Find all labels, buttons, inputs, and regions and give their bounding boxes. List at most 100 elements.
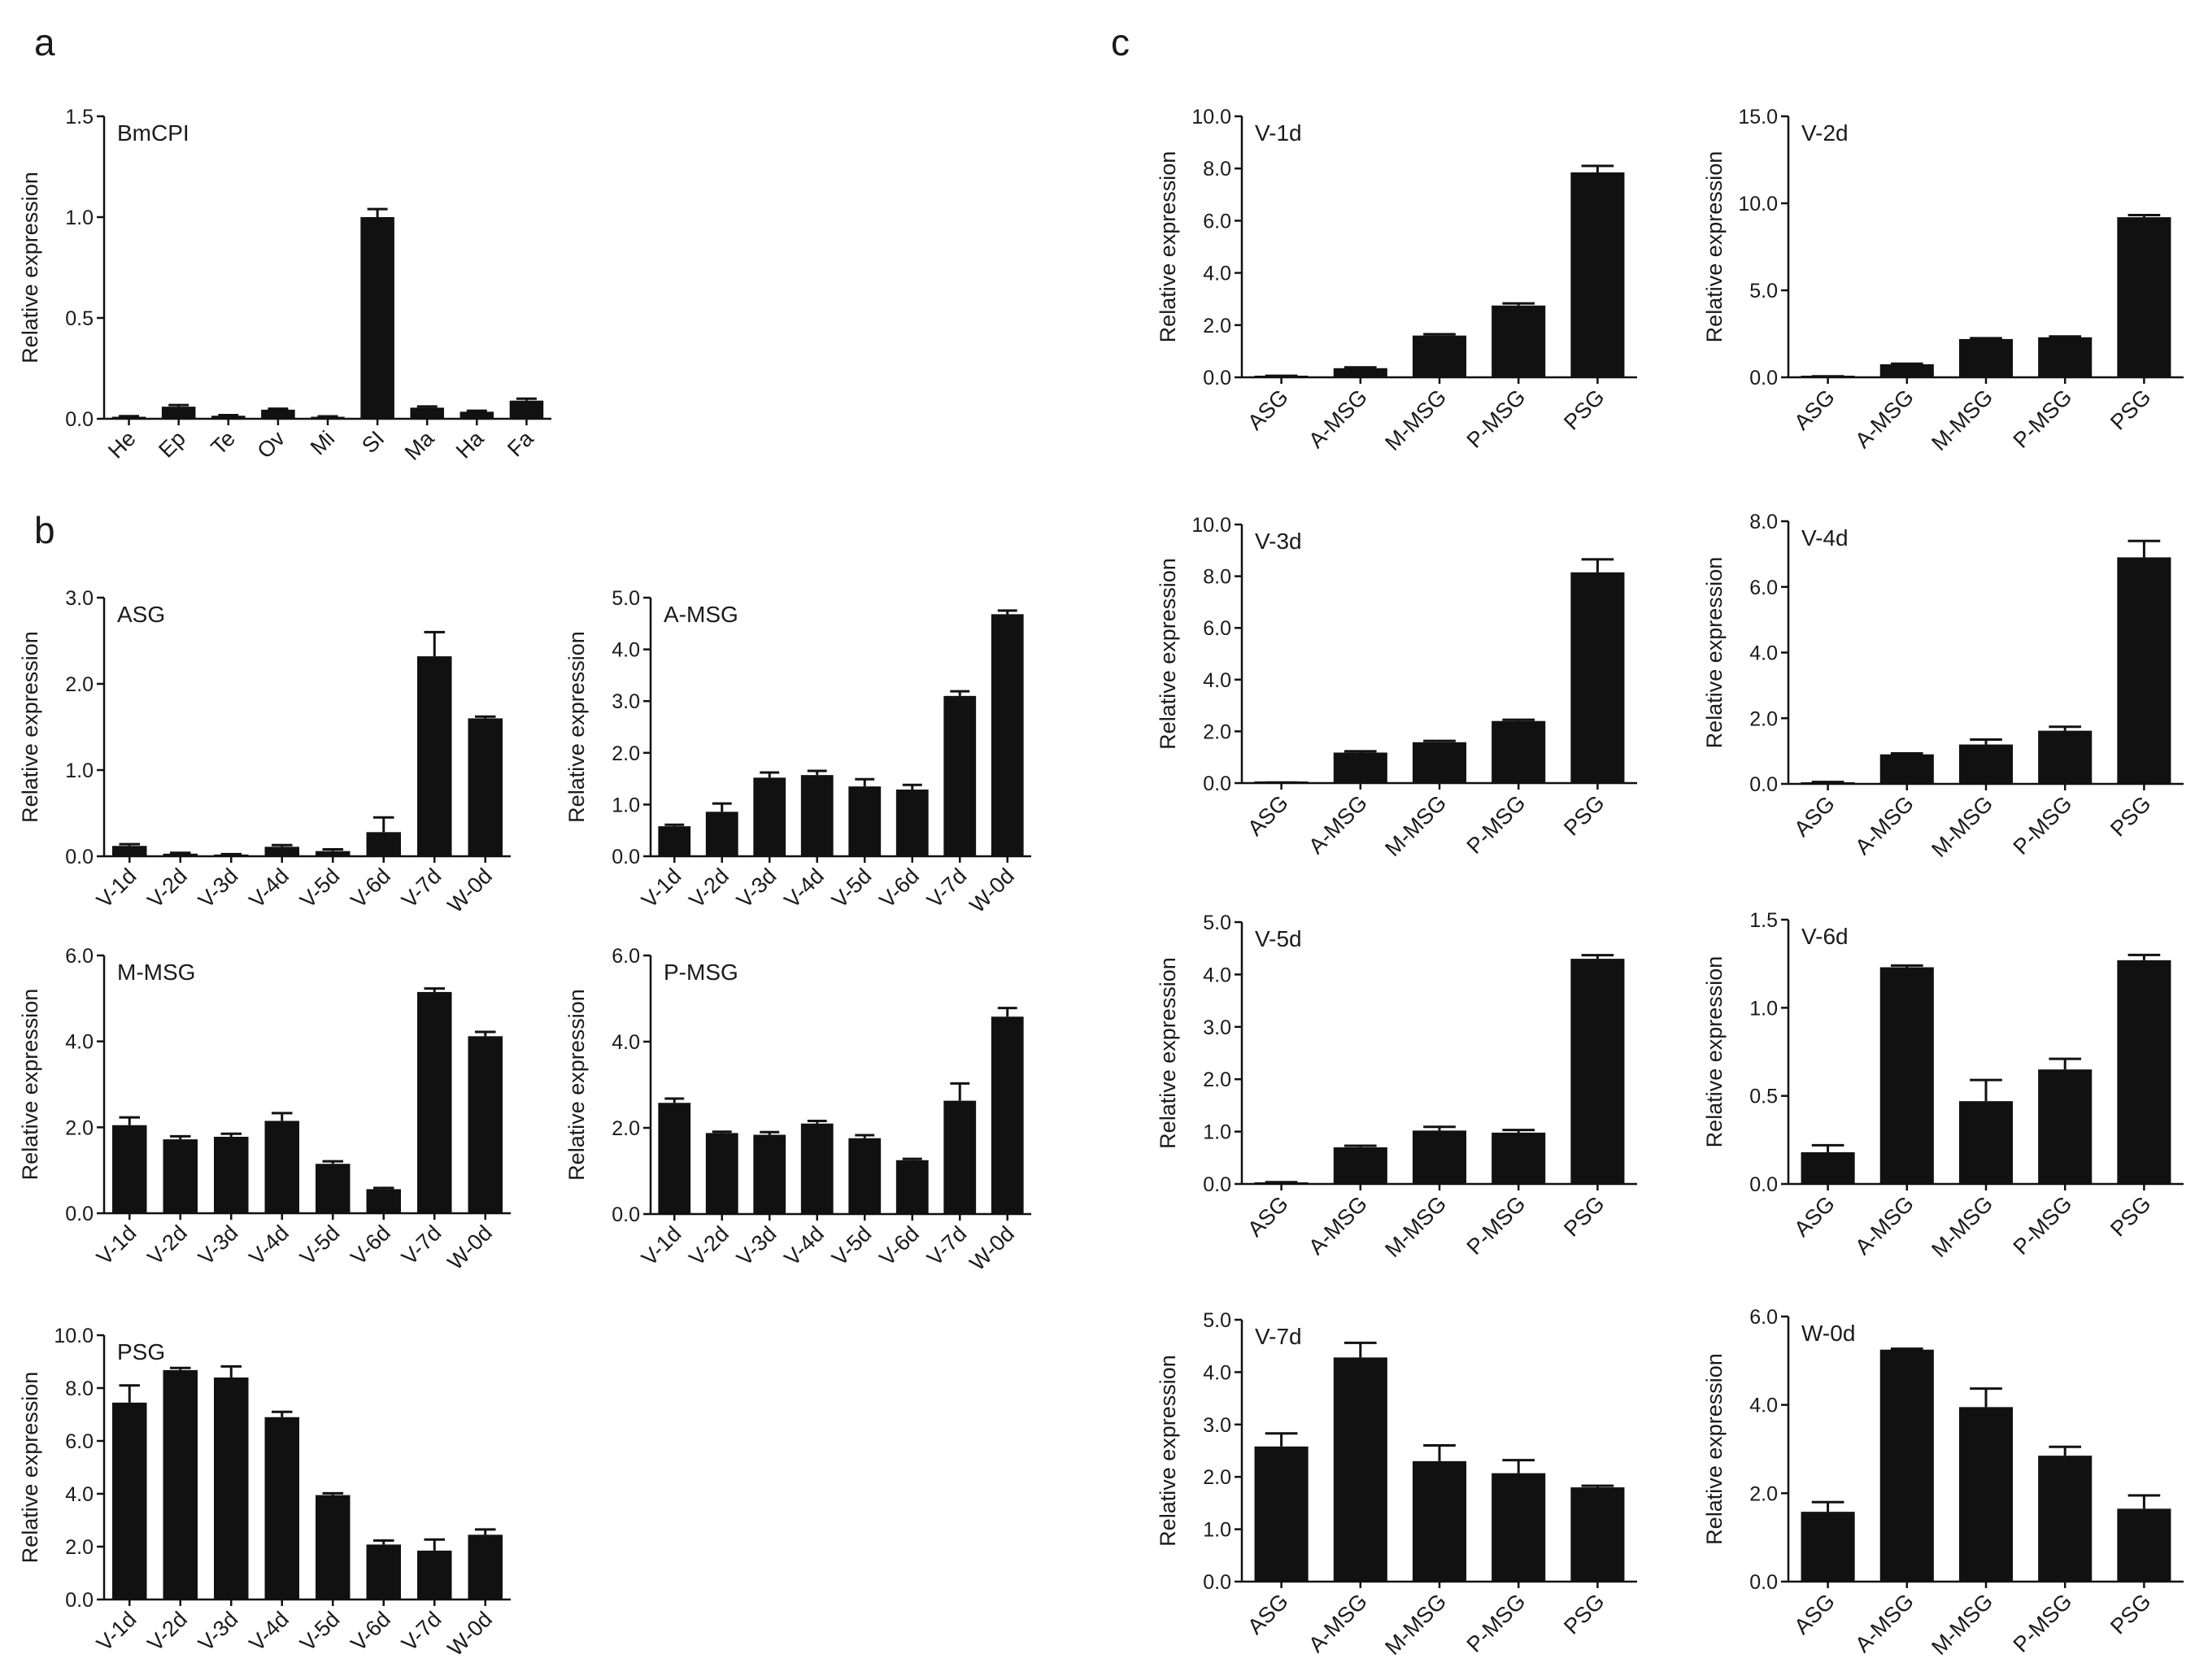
- chart-c-v6d: 0.0 0.5 1.0 1.5 Relative expression V-6d ASG A-…: [1702, 909, 2184, 1262]
- x-tick-label: V-5d: [295, 1221, 344, 1269]
- x-tick-label: P-MSG: [2009, 1589, 2077, 1657]
- y-tick-label: 5.0: [1749, 280, 1778, 302]
- x-tick-label: W-0d: [443, 1607, 497, 1660]
- bar-v-5d: [316, 1495, 351, 1599]
- bar-v-1d: [112, 846, 147, 856]
- x-tick-label: V-5d: [827, 864, 876, 912]
- bar-v-7d: [417, 991, 452, 1213]
- bar-psg: [1570, 1487, 1625, 1582]
- x-tick-label: V-4d: [245, 864, 294, 912]
- bar-v-5d: [848, 1138, 882, 1214]
- y-tick-label: 6.0: [65, 1430, 94, 1453]
- x-tick-label: V-3d: [194, 1221, 242, 1269]
- y-axis-label: Relative expression: [1156, 1355, 1180, 1547]
- bar-v-2d: [163, 853, 198, 856]
- x-tick-label: P-MSG: [1462, 385, 1531, 453]
- x-tick-label: W-0d: [965, 864, 1019, 917]
- bar-m-msg: [1958, 744, 2014, 784]
- y-tick-label: 2.0: [1203, 315, 1231, 337]
- x-tick-label: V-1d: [92, 864, 141, 912]
- panel-letter-c: c: [1111, 21, 1130, 63]
- chart-b-mmsg: 0.0 2.0 4.0 6.0 Relative expression M-MSG V-1d…: [18, 945, 511, 1275]
- bar-v-7d: [417, 1550, 452, 1599]
- chart-b-psg: 0.0 2.0 4.0 6.0 8.0 10.0 Relative expression PS…: [18, 1325, 511, 1661]
- x-tick-label: Fa: [503, 425, 538, 461]
- x-tick-label: P-MSG: [1462, 790, 1531, 859]
- y-tick-label: 4.0: [1203, 964, 1231, 986]
- bar-v-3d: [214, 854, 249, 856]
- x-tick-label: V-4d: [245, 1221, 294, 1269]
- y-tick-label: 0.0: [1203, 773, 1231, 795]
- bar-m-msg: [1412, 1130, 1467, 1184]
- y-tick-label: 10.0: [1191, 514, 1231, 537]
- x-tick-label: V-6d: [875, 864, 924, 912]
- x-tick-label: PSG: [1559, 1191, 1609, 1242]
- bar-v-5d: [316, 851, 351, 856]
- y-tick-label: 4.0: [1749, 642, 1778, 665]
- y-tick-label: 4.0: [612, 1031, 640, 1054]
- x-tick-label: V-5d: [295, 1607, 344, 1656]
- bar-ep: [161, 407, 196, 419]
- bar-v-6d: [366, 832, 401, 856]
- bar-asg: [1254, 1446, 1309, 1582]
- x-tick-label: P-MSG: [2009, 1191, 2077, 1260]
- bar-v-1d: [112, 1125, 147, 1213]
- bar-v-7d: [943, 695, 977, 856]
- bar-mi: [311, 416, 345, 419]
- x-tick-label: He: [103, 426, 141, 464]
- y-tick-label: 0.0: [1749, 367, 1778, 390]
- x-tick-label: ASG: [1789, 385, 1840, 435]
- y-tick-label: 2.0: [1203, 1068, 1231, 1091]
- bar-w-0d: [468, 718, 503, 856]
- y-tick-label: 0.0: [1203, 1173, 1231, 1196]
- bar-v-2d: [163, 1139, 198, 1213]
- chart-c-v3d: 0.0 2.0 4.0 6.0 8.0 10.0 Relative expression V-…: [1156, 514, 1637, 861]
- x-tick-label: P-MSG: [2009, 791, 2077, 860]
- x-tick-label: A-MSG: [1304, 1589, 1372, 1657]
- bar-te: [211, 416, 246, 419]
- y-axis-label: Relative expression: [1156, 558, 1180, 750]
- y-tick-label: 6.0: [1749, 577, 1778, 599]
- panel-letter-a: a: [34, 21, 55, 63]
- y-tick-label: 5.0: [1203, 912, 1231, 934]
- bar-v-7d: [417, 656, 452, 856]
- x-tick-label: PSG: [1559, 790, 1609, 841]
- x-tick-label: M-MSG: [1927, 1589, 1997, 1660]
- bar-v-3d: [753, 1134, 786, 1214]
- bar-w-0d: [991, 614, 1024, 856]
- y-tick-label: 1.0: [1749, 997, 1778, 1020]
- y-axis-label: Relative expression: [1702, 956, 1727, 1148]
- x-tick-label: V-7d: [397, 864, 446, 912]
- x-tick-label: V-2d: [685, 1221, 734, 1270]
- x-tick-label: PSG: [1559, 385, 1609, 435]
- chart-title: V-1d: [1255, 120, 1302, 146]
- x-tick-label: V-4d: [780, 1221, 829, 1270]
- y-tick-label: 1.0: [65, 759, 94, 782]
- bar-w-0d: [991, 1016, 1024, 1214]
- y-tick-label: 0.0: [1749, 1571, 1778, 1594]
- y-tick-label: 1.0: [1203, 1519, 1231, 1542]
- chart-title: W-0d: [1801, 1321, 1855, 1346]
- x-tick-label: V-6d: [346, 1607, 395, 1656]
- bar-psg: [1570, 572, 1625, 783]
- y-tick-label: 8.0: [1203, 158, 1231, 181]
- x-tick-label: M-MSG: [1380, 790, 1451, 861]
- bar-v-3d: [753, 777, 786, 856]
- bar-a-msg: [1879, 1349, 1934, 1582]
- y-tick-label: 0.0: [65, 408, 94, 431]
- x-tick-label: V-7d: [922, 864, 971, 912]
- y-axis-label: Relative expression: [1702, 1353, 1727, 1545]
- chart-title: V-5d: [1255, 926, 1302, 951]
- x-tick-label: Ov: [253, 426, 290, 464]
- x-tick-label: ASG: [1789, 1191, 1840, 1242]
- y-axis-label: Relative expression: [1156, 151, 1180, 343]
- y-tick-label: 8.0: [1749, 511, 1778, 533]
- bar-v-4d: [800, 775, 834, 856]
- bar-psg: [2117, 960, 2171, 1184]
- bar-asg: [1801, 1512, 1855, 1582]
- y-axis-label: Relative expression: [564, 631, 589, 823]
- x-tick-label: Te: [207, 426, 240, 459]
- bar-psg: [1570, 172, 1625, 377]
- y-tick-label: 2.0: [1749, 1482, 1778, 1505]
- y-tick-label: 4.0: [1749, 1395, 1778, 1417]
